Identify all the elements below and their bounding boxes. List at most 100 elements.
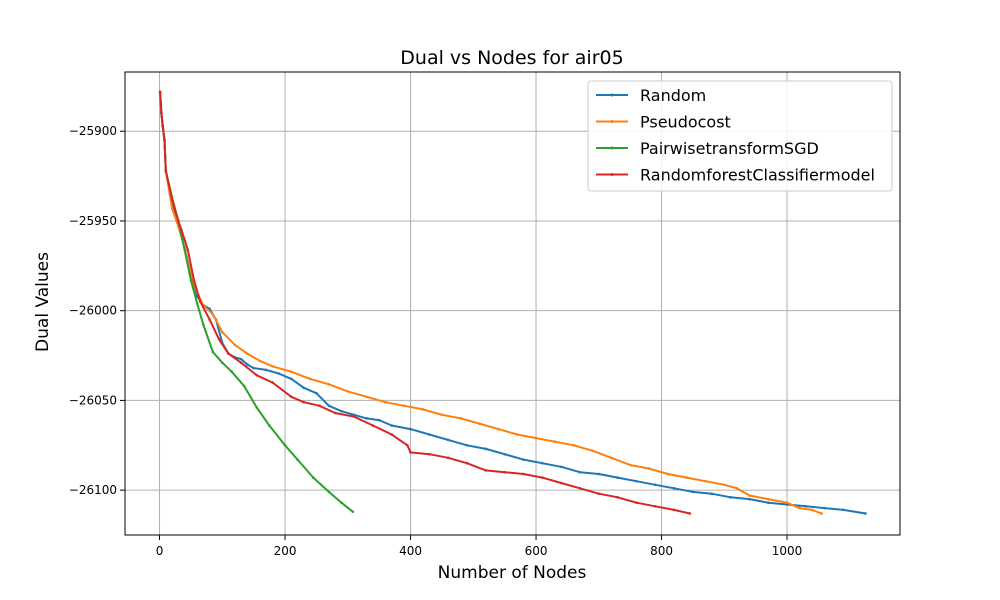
- legend-label: Random: [640, 86, 706, 105]
- chart-title: Dual vs Nodes for air05: [400, 47, 623, 69]
- legend: Random Pseudocost PairwisetransformSGD Ran…: [587, 80, 893, 192]
- data-point: [785, 501, 789, 504]
- data-point: [195, 302, 199, 305]
- ticks: 0 200 400 600 800 1000 −25900 −25950 −26000 −2605…: [69, 124, 803, 558]
- data-point: [402, 404, 406, 408]
- data-point: [710, 492, 714, 496]
- data-point: [484, 469, 488, 472]
- data-point: [199, 300, 202, 304]
- data-point: [271, 365, 274, 368]
- data-point: [161, 124, 164, 128]
- data-point: [296, 458, 299, 461]
- data-point: [428, 433, 431, 436]
- data-point: [258, 359, 262, 363]
- data-point: [177, 219, 180, 223]
- data-point: [553, 440, 557, 443]
- data-point: [289, 370, 293, 373]
- data-point: [233, 343, 237, 347]
- data-point: [163, 138, 166, 142]
- y-tick-label: −25900: [69, 124, 117, 138]
- data-point: [748, 494, 751, 497]
- data-point: [186, 248, 190, 251]
- x-axis-label: Number of Nodes: [438, 563, 587, 583]
- plot-area: [158, 90, 867, 515]
- data-point: [277, 372, 281, 375]
- data-point: [766, 497, 770, 501]
- data-point: [559, 465, 563, 469]
- data-point: [798, 506, 801, 510]
- data-point: [377, 418, 381, 422]
- data-point: [635, 501, 638, 504]
- data-point: [446, 456, 450, 460]
- data-point: [365, 395, 368, 399]
- data-point: [227, 352, 230, 356]
- data-point: [572, 443, 575, 447]
- data-point: [211, 312, 215, 316]
- x-tick-label: 200: [274, 544, 297, 558]
- data-point: [220, 361, 224, 365]
- data-point: [541, 476, 544, 479]
- data-point: [722, 483, 726, 487]
- data-point: [864, 512, 867, 515]
- data-point: [371, 424, 375, 427]
- data-point: [242, 384, 246, 388]
- data-point: [255, 373, 259, 377]
- data-point: [653, 504, 657, 508]
- data-point: [597, 472, 601, 476]
- data-point: [211, 350, 215, 354]
- data-point: [352, 413, 356, 417]
- y-tick-label: −26100: [69, 483, 117, 497]
- data-point: [522, 472, 525, 476]
- y-tick-label: −25950: [69, 214, 117, 228]
- data-point: [180, 228, 183, 232]
- data-point: [647, 467, 651, 470]
- data-point: [465, 461, 469, 465]
- data-point: [302, 386, 306, 390]
- y-axis-label: Dual Values: [33, 252, 53, 352]
- data-point: [484, 447, 488, 451]
- data-point: [766, 501, 770, 504]
- series-markers-randomforestclassifiermodel: [158, 90, 692, 515]
- data-point: [685, 476, 688, 479]
- data-point: [672, 487, 676, 490]
- data-point: [390, 433, 394, 436]
- data-point: [406, 443, 409, 447]
- data-point: [628, 463, 632, 467]
- data-point: [268, 424, 271, 427]
- data-point: [522, 458, 525, 461]
- legend-marker: [610, 173, 614, 176]
- data-point: [478, 422, 481, 426]
- data-point: [327, 490, 331, 494]
- legend-label: Pseudocost: [640, 113, 731, 132]
- data-point: [810, 508, 814, 512]
- data-point: [352, 415, 356, 418]
- legend-marker: [610, 120, 614, 123]
- legend-marker: [610, 146, 614, 150]
- data-point: [164, 169, 168, 173]
- data-point: [635, 479, 638, 483]
- data-point: [409, 427, 412, 431]
- series-markers-pairwisetransformsgd: [158, 90, 355, 513]
- data-point: [302, 400, 306, 404]
- data-point: [264, 368, 268, 372]
- data-point: [653, 483, 657, 487]
- data-point: [311, 476, 315, 479]
- legend-box: [587, 80, 893, 192]
- data-point: [597, 492, 601, 496]
- data-point: [365, 417, 368, 420]
- data-point: [534, 436, 538, 440]
- data-point: [688, 512, 692, 515]
- data-point: [503, 470, 506, 474]
- data-point: [440, 413, 444, 417]
- data-point: [346, 390, 350, 393]
- data-point: [327, 382, 331, 386]
- data-point: [289, 395, 293, 399]
- series-line-pairwisetransformsgd: [159, 91, 354, 513]
- data-point: [160, 111, 163, 115]
- data-point: [446, 438, 450, 442]
- data-point: [610, 456, 613, 460]
- data-point: [672, 508, 676, 512]
- data-point: [239, 357, 243, 361]
- data-point: [559, 481, 563, 485]
- axes-frame: [124, 71, 901, 536]
